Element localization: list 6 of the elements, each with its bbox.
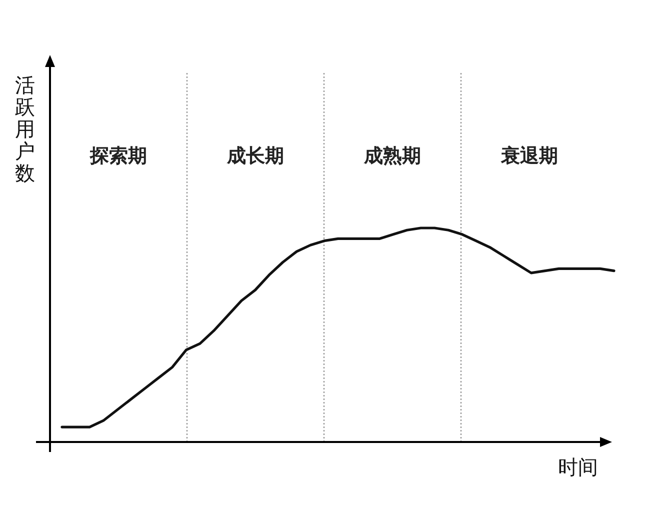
text: 衰退期 xyxy=(500,145,558,167)
text: 探索期 xyxy=(89,145,147,167)
text: 成熟期 xyxy=(363,145,421,167)
text: 成长期 xyxy=(226,145,284,167)
y-axis-title: 活跃用户数 xyxy=(15,73,35,185)
x-axis-title: 时间 xyxy=(558,455,598,479)
